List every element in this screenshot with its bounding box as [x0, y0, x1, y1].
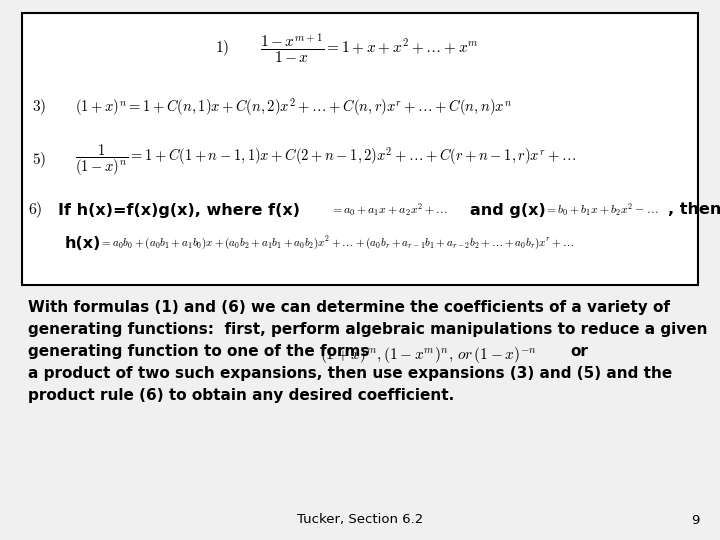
Text: Tucker, Section 6.2: Tucker, Section 6.2	[297, 514, 423, 526]
Text: $= a_0b_0+(a_0b_1+a_1b_0)x+(a_0b_2+a_1b_1+a_0b_2)x^2+\ldots+(a_0b_r+a_{r-1}b_1+a: $= a_0b_0+(a_0b_1+a_1b_0)x+(a_0b_2+a_1b_…	[100, 234, 575, 252]
Text: $\dfrac{1}{(1-x)^{n}}=1+C(1+n-1,1)x+C(2+n-1,2)x^{2}+\ldots+C(r+n-1,r)x^{r}+\ldot: $\dfrac{1}{(1-x)^{n}}=1+C(1+n-1,1)x+C(2+…	[75, 142, 576, 178]
Text: With formulas (1) and (6) we can determine the coefficients of a variety of: With formulas (1) and (6) we can determi…	[28, 300, 670, 315]
Text: generating functions:  first, perform algebraic manipulations to reduce a given: generating functions: first, perform alg…	[28, 322, 708, 337]
Text: or: or	[570, 344, 588, 359]
Text: a product of two such expansions, then use expansions (3) and (5) and the: a product of two such expansions, then u…	[28, 366, 672, 381]
Text: $\mathbf{1)}$: $\mathbf{1)}$	[215, 38, 229, 58]
FancyBboxPatch shape	[22, 13, 698, 285]
Text: $= a_0+a_1x+a_2x^2+\ldots$: $= a_0+a_1x+a_2x^2+\ldots$	[330, 201, 448, 219]
Text: $\mathbf{3)}$: $\mathbf{3)}$	[32, 97, 46, 117]
Text: h(x): h(x)	[65, 235, 102, 251]
Text: $(1+x)^{n}=1+C(n,1)x+C(n,2)x^{2}+\ldots+C(n,r)x^{r}+\ldots+C(n,n)x^{n}$: $(1+x)^{n}=1+C(n,1)x+C(n,2)x^{2}+\ldots+…	[75, 96, 512, 118]
Text: , then: , then	[668, 202, 720, 218]
Text: $= b_0+b_1x+b_2x^2-\ldots$: $= b_0+b_1x+b_2x^2-\ldots$	[544, 201, 659, 219]
Text: product rule (6) to obtain any desired coefficient.: product rule (6) to obtain any desired c…	[28, 388, 454, 403]
Text: generating function to one of the forms: generating function to one of the forms	[28, 344, 369, 359]
Text: $\mathbf{6)}$: $\mathbf{6)}$	[28, 200, 42, 220]
Text: 9: 9	[692, 514, 700, 526]
Text: $\dfrac{1-x^{m+1}}{1-x}=1+x+x^{2}+\ldots+x^{m}$: $\dfrac{1-x^{m+1}}{1-x}=1+x+x^{2}+\ldots…	[260, 31, 479, 65]
Text: and g(x): and g(x)	[470, 202, 546, 218]
Text: If h(x)=f(x)g(x), where f(x): If h(x)=f(x)g(x), where f(x)	[58, 202, 300, 218]
Text: $\mathbf{5)}$: $\mathbf{5)}$	[32, 150, 46, 170]
Text: $(1+x)^{m},(1-x^{m})^{n},\,or\,(1-x)^{-n}$: $(1+x)^{m},(1-x^{m})^{n},\,or\,(1-x)^{-n…	[320, 345, 536, 365]
